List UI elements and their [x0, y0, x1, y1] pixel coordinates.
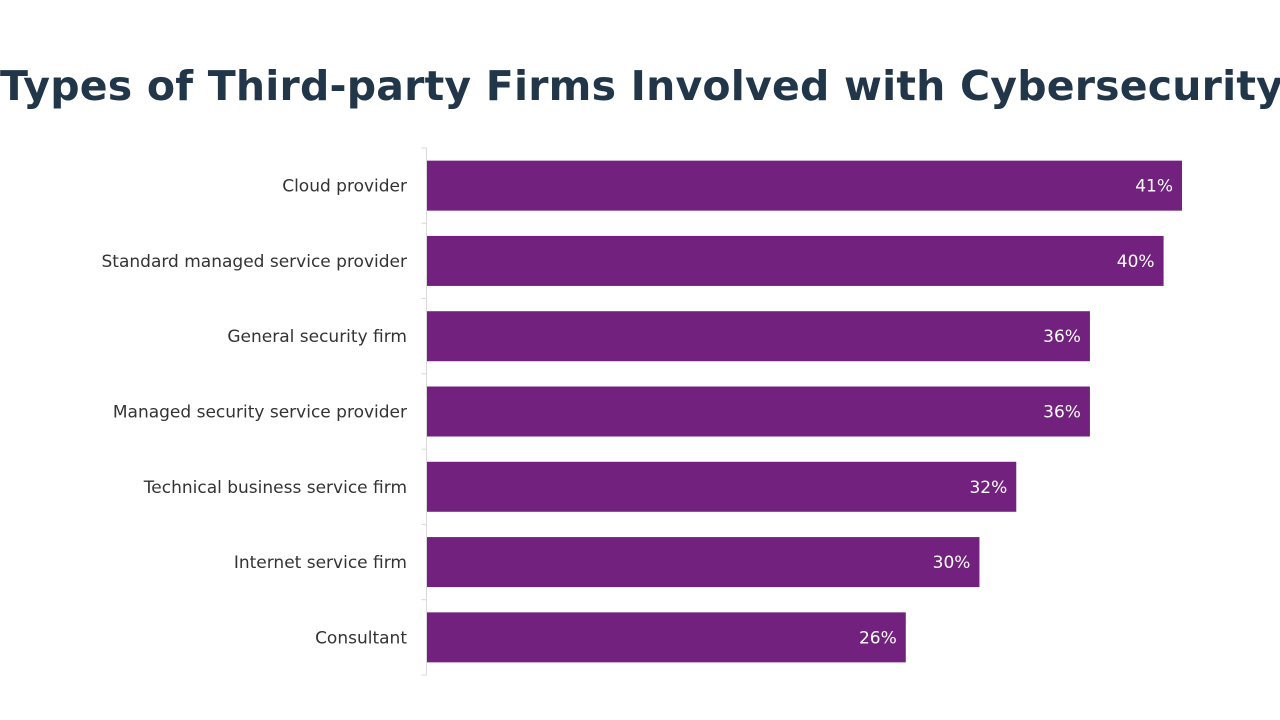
data-label: 40% — [1117, 252, 1155, 272]
bar — [427, 160, 1182, 211]
data-label: 32% — [969, 478, 1007, 498]
data-label: 30% — [933, 553, 971, 573]
data-label: 36% — [1043, 403, 1081, 423]
bar — [427, 537, 980, 588]
category-label: Cloud provider — [282, 177, 407, 197]
category-label: Technical business service firm — [143, 478, 407, 498]
bar — [427, 461, 1017, 512]
data-label: 26% — [859, 628, 897, 648]
data-label: 36% — [1043, 327, 1081, 347]
chart-title: Types of Third-party Firms Involved with… — [0, 62, 1280, 110]
data-label: 41% — [1135, 177, 1173, 197]
category-label: General security firm — [227, 327, 407, 347]
bar — [427, 612, 906, 663]
bar — [427, 235, 1164, 286]
category-label: Consultant — [315, 628, 407, 648]
category-label: Managed security service provider — [113, 403, 407, 423]
category-label: Standard managed service provider — [102, 252, 408, 272]
category-label: Internet service firm — [234, 553, 407, 573]
bar — [427, 386, 1090, 437]
bar — [427, 311, 1090, 362]
